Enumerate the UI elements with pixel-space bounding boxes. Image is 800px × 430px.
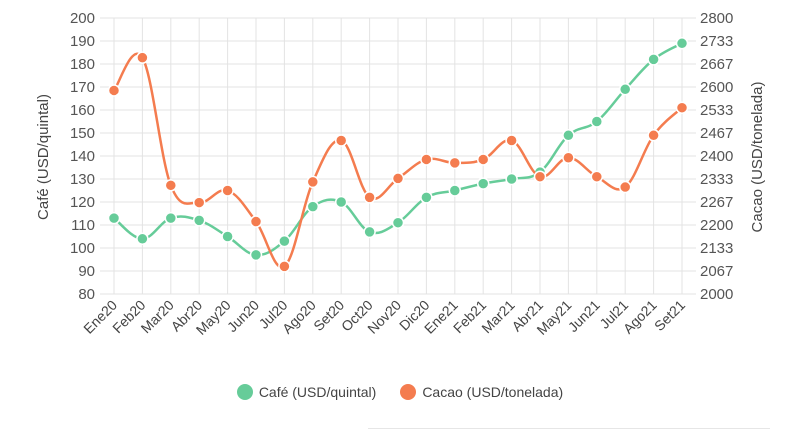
- legend-cafe-label: Café (USD/quintal): [258, 384, 377, 400]
- right-tick-label: 2800: [700, 10, 733, 27]
- data-point-0[interactable]: [192, 214, 206, 227]
- data-point-1[interactable]: [391, 172, 405, 185]
- left-tick-label: 190: [70, 33, 95, 50]
- data-point-1[interactable]: [533, 170, 547, 183]
- left-tick-label: 200: [70, 10, 95, 27]
- left-tick-label: 170: [70, 79, 95, 96]
- data-point-1[interactable]: [675, 101, 689, 114]
- left-axis-ticks: 200 190 180 170 160 150 140 130 120 110 100 90 80: [70, 10, 95, 303]
- right-tick-label: 2467: [700, 125, 733, 142]
- right-tick-label: 2067: [700, 263, 733, 280]
- data-point-0[interactable]: [590, 115, 604, 128]
- data-point-0[interactable]: [278, 234, 291, 248]
- data-point-0[interactable]: [221, 230, 234, 243]
- left-tick-label: 90: [78, 263, 95, 280]
- right-axis-ticks: 2800 2733 2667 2600 2533 2467 2400 2333 2267 2200…: [700, 10, 733, 303]
- left-tick-label: 100: [70, 240, 95, 257]
- data-point-1[interactable]: [136, 51, 149, 64]
- data-point-0[interactable]: [249, 248, 263, 262]
- data-point-0[interactable]: [363, 225, 376, 239]
- data-point-1[interactable]: [420, 153, 433, 166]
- data-point-0[interactable]: [306, 200, 320, 213]
- data-point-1[interactable]: [107, 84, 121, 97]
- data-point-1[interactable]: [334, 134, 348, 147]
- legend-item-cacao[interactable]: Cacao (USD/tonelada): [400, 384, 563, 400]
- left-tick-label: 160: [70, 102, 95, 119]
- legend-item-cafe[interactable]: Café (USD/quintal): [236, 384, 377, 400]
- data-point-1[interactable]: [505, 134, 518, 147]
- right-tick-label: 2267: [700, 194, 733, 211]
- right-tick-label: 2533: [700, 102, 733, 119]
- legend-cacao-label: Cacao (USD/tonelada): [422, 384, 564, 400]
- left-tick-label: 180: [70, 56, 95, 73]
- x-axis-ticks: Ene20Feb20Mar20Abr20May20Jun20Jul20Ago20…: [80, 297, 688, 338]
- data-point-1[interactable]: [562, 151, 575, 164]
- data-point-1[interactable]: [164, 179, 178, 192]
- legend-cafe-dot-icon: [236, 384, 253, 400]
- data-point-0[interactable]: [164, 211, 178, 225]
- data-point-1[interactable]: [618, 180, 632, 194]
- left-axis-title: Café (USD/quintal): [35, 94, 52, 220]
- data-point-0[interactable]: [107, 211, 121, 225]
- data-point-0[interactable]: [675, 37, 689, 50]
- left-tick-label: 80: [78, 286, 95, 303]
- data-point-1[interactable]: [647, 129, 660, 142]
- data-point-1[interactable]: [590, 170, 604, 183]
- data-point-0[interactable]: [647, 53, 660, 66]
- right-tick-label: 2133: [700, 240, 733, 257]
- left-tick-label: 130: [70, 171, 95, 188]
- right-tick-label: 2600: [700, 79, 733, 96]
- right-tick-label: 2667: [700, 56, 733, 73]
- right-tick-label: 2733: [700, 33, 733, 50]
- data-point-1[interactable]: [476, 153, 490, 166]
- series-layer: [107, 37, 689, 273]
- right-axis-title: Cacao (USD/tonelada): [749, 82, 766, 233]
- x-tick-label: Mar20: [138, 297, 178, 337]
- right-tick-label: 2000: [700, 286, 733, 303]
- data-point-0[interactable]: [476, 177, 490, 190]
- data-point-0[interactable]: [334, 195, 348, 209]
- data-point-1[interactable]: [363, 191, 376, 204]
- left-tick-label: 120: [70, 194, 95, 211]
- data-point-0[interactable]: [391, 216, 405, 229]
- data-point-0[interactable]: [448, 184, 462, 197]
- right-tick-label: 2200: [700, 217, 733, 234]
- data-point-1[interactable]: [448, 156, 462, 170]
- x-tick-label: Set21: [651, 297, 688, 334]
- data-point-1[interactable]: [249, 215, 263, 228]
- legend-cacao-dot-icon: [400, 384, 417, 400]
- data-point-1[interactable]: [192, 196, 206, 209]
- left-tick-label: 150: [70, 125, 95, 142]
- data-point-1[interactable]: [278, 260, 291, 273]
- x-tick-label: Mar21: [478, 297, 518, 337]
- left-tick-label: 140: [70, 148, 95, 165]
- footer-divider: [368, 428, 770, 429]
- left-tick-label: 110: [71, 217, 95, 234]
- data-point-1[interactable]: [221, 184, 234, 197]
- data-point-0[interactable]: [618, 83, 632, 96]
- data-point-0[interactable]: [562, 129, 575, 142]
- right-tick-label: 2333: [700, 171, 733, 188]
- right-tick-label: 2400: [700, 148, 733, 165]
- legend: Café (USD/quintal) Cacao (USD/tonelada): [0, 384, 800, 400]
- grid-lines: [100, 17, 696, 295]
- data-point-0[interactable]: [420, 191, 433, 204]
- x-tick-label: Jun20: [224, 297, 262, 335]
- data-point-0[interactable]: [505, 172, 518, 186]
- data-point-0[interactable]: [136, 232, 149, 246]
- data-point-1[interactable]: [306, 175, 320, 189]
- x-tick-label: Jun21: [565, 297, 603, 335]
